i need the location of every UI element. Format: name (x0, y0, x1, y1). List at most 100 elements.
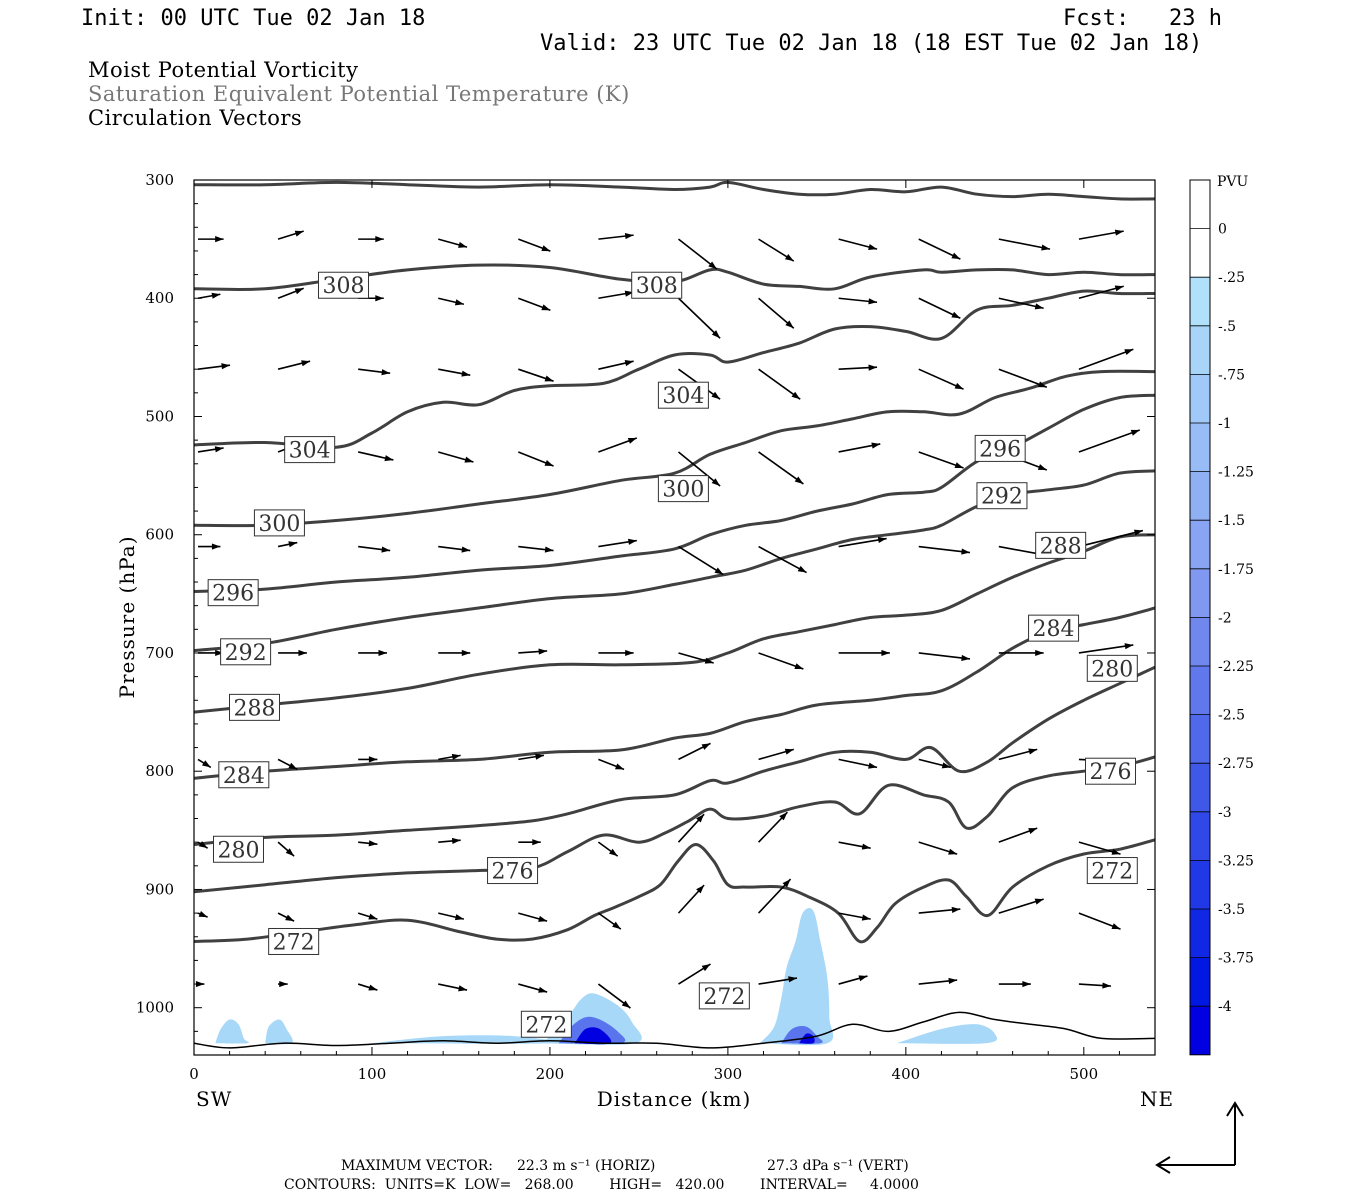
circulation-vector-head (711, 478, 721, 486)
colorbar-level-label: -2 (1218, 610, 1232, 626)
contour-label-box (974, 434, 1026, 462)
colorbar-level-label: -3.75 (1218, 951, 1254, 967)
circulation-vector-head (708, 261, 717, 270)
circulation-vector-head (544, 546, 554, 553)
circulation-vector-head (1114, 285, 1124, 292)
x-tick-label: 100 (358, 1065, 387, 1083)
circulation-vector-head (951, 252, 961, 260)
circulation-vector-head (1124, 349, 1134, 356)
circulation-vector-head (538, 915, 548, 922)
circulation-vector-head (1028, 828, 1038, 834)
colorbar-level-label: -1.5 (1218, 513, 1245, 529)
colorbar-swatch (1190, 180, 1210, 229)
pv-shade-region (759, 908, 834, 1046)
contour-label-box (487, 857, 539, 885)
circulation-vector-head (1111, 848, 1121, 855)
colorbar-title: PVU (1217, 174, 1249, 190)
colorbar-swatch (1190, 714, 1210, 764)
contour-label: 276 (1090, 760, 1132, 785)
colorbar-level-label: -2.25 (1218, 659, 1254, 675)
contour-label-box (657, 381, 709, 409)
contour-label: 288 (1040, 534, 1082, 559)
circulation-vector (1078, 348, 1134, 370)
circulation-vector-head (538, 986, 548, 993)
circulation-vector-head (961, 548, 970, 555)
colorbar-level-label: -3 (1218, 805, 1232, 821)
circulation-vector-head (368, 756, 378, 763)
contour-label-box (976, 482, 1028, 510)
contour-label-box (1035, 531, 1087, 559)
y-tick-label: 900 (145, 880, 174, 898)
circulation-vector-head (711, 391, 721, 400)
contour-label: 280 (217, 838, 259, 863)
circulation-vector-head (461, 546, 471, 553)
colorbar-swatch (1190, 471, 1210, 521)
forecast-hour: Fcst: 23 h (1063, 6, 1222, 31)
contour-line-312 (194, 180, 1155, 201)
circulation-vector (998, 238, 1051, 250)
contour-label: 272 (1091, 860, 1133, 885)
circulation-vector-head (868, 298, 878, 305)
circulation-vector-head (381, 546, 391, 553)
circulation-vector-head (858, 975, 868, 982)
colorbar-level-label: -4 (1218, 999, 1232, 1015)
circulation-vector-head (1111, 923, 1121, 930)
contour-line-308 (194, 263, 1155, 292)
circulation-vector-head (451, 753, 461, 760)
circulation-vector-head (782, 879, 791, 888)
circulation-vector (998, 368, 1048, 388)
colorbar-swatch (1190, 860, 1210, 909)
circulation-vector (758, 451, 804, 485)
contour-label: 288 (234, 696, 276, 721)
circulation-vector-head (211, 543, 221, 550)
contour-label: 296 (979, 437, 1021, 462)
contour-label-box (317, 271, 369, 299)
circulation-vector-head (868, 244, 878, 250)
contour-label: 292 (981, 485, 1023, 510)
circulation-vector-head (461, 370, 471, 377)
circulation-vector-head (948, 848, 958, 855)
circulation-vector-head (294, 230, 304, 237)
contour-label: 296 (212, 582, 254, 607)
contour-label-box (1028, 614, 1080, 642)
circulation-vector-head (215, 236, 224, 243)
contour-label-box (212, 835, 264, 863)
circulation-vector (1078, 429, 1140, 453)
colorbar-swatch (1190, 617, 1210, 666)
circulation-vector-head (627, 538, 637, 545)
x-axis-left-end: SW (196, 1087, 232, 1111)
colorbar-swatch (1190, 520, 1210, 569)
contour-label: 272 (273, 930, 315, 955)
circulation-vector-head (877, 536, 887, 543)
circulation-vector-head (1034, 898, 1044, 905)
field-title-thetae: Saturation Equivalent Potential Temperat… (88, 82, 630, 106)
circulation-vector-head (544, 459, 554, 466)
circulation-vector-head (368, 984, 378, 991)
colorbar-swatch (1190, 957, 1210, 1007)
circulation-vector-head (868, 364, 878, 371)
contour-info: CONTOURS: UNITS=K LOW= 268.00 HIGH= 420.… (284, 1177, 919, 1193)
circulation-vector-head (701, 743, 711, 750)
max-vector-horiz: 22.3 m s⁻¹ (HORIZ) (517, 1158, 656, 1174)
circulation-vector-head (1037, 464, 1047, 470)
colorbar-swatch (1190, 909, 1210, 958)
circulation-vector-head (711, 330, 721, 339)
colorbar-swatch (1190, 228, 1210, 278)
circulation-vector (918, 652, 971, 660)
circulation-vector-head (941, 762, 951, 769)
circulation-vector-head (1037, 381, 1047, 388)
contour-label: 280 (1091, 657, 1133, 682)
circulation-vector-head (541, 304, 551, 311)
circulation-vector-head (288, 762, 298, 770)
colorbar-swatch (1190, 666, 1210, 715)
colorbar-level-label: -2.5 (1218, 708, 1245, 724)
circulation-vector-head (532, 839, 541, 846)
circulation-vector-head (615, 763, 625, 770)
plot-frame (193, 179, 1156, 1056)
circulation-vector-head (541, 245, 551, 252)
circulation-vector-head (535, 753, 544, 760)
circulation-vector (677, 297, 721, 339)
circulation-vector-head (881, 649, 890, 657)
init-time: Init: 00 UTC Tue 02 Jan 18 (81, 6, 426, 31)
